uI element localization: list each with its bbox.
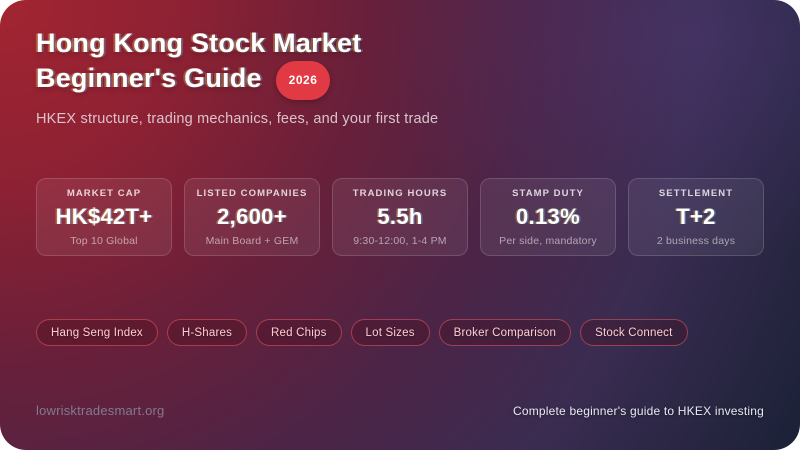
- stat-label: SETTLEMENT: [658, 187, 734, 199]
- stat-card-trading-hours: TRADING HOURS 5.5h 9:30-12:00, 1-4 PM: [332, 178, 468, 256]
- topic-tags-row: Hang Seng Index H-Shares Red Chips Lot S…: [36, 319, 688, 346]
- stat-label: MARKET CAP: [66, 187, 142, 199]
- page-title-line1: Hong Kong Stock Market: [36, 28, 362, 58]
- tag-h-shares[interactable]: H-Shares: [166, 319, 248, 346]
- stat-value: 5.5h: [377, 203, 423, 229]
- footer-tagline: Complete beginner's guide to HKEX invest…: [512, 403, 764, 418]
- stat-card-listed-companies: LISTED COMPANIES 2,600+ Main Board + GEM: [184, 178, 320, 256]
- stat-value: 2,600+: [217, 203, 287, 229]
- page-title: Hong Kong Stock Market Beginner's Guide …: [36, 28, 438, 100]
- footer: lowrisktradesmart.org Complete beginner'…: [36, 403, 764, 418]
- year-badge: 2026: [275, 61, 331, 100]
- site-name: lowrisktradesmart.org: [36, 403, 165, 418]
- stats-row: MARKET CAP HK$42T+ Top 10 Global LISTED …: [36, 178, 764, 256]
- stat-subtext: 2 business days: [656, 234, 736, 247]
- page-title-line2-row: Beginner's Guide 2026: [36, 59, 438, 100]
- stat-value: HK$42T+: [55, 203, 153, 229]
- page-subtitle: HKEX structure, trading mechanics, fees,…: [36, 111, 439, 127]
- stat-subtext: Per side, mandatory: [499, 234, 597, 247]
- stat-value: T+2: [676, 203, 716, 229]
- stat-label: TRADING HOURS: [352, 187, 448, 199]
- stat-subtext: Main Board + GEM: [205, 234, 299, 247]
- stat-label: LISTED COMPANIES: [196, 187, 308, 199]
- tag-stock-connect[interactable]: Stock Connect: [580, 319, 688, 346]
- stat-label: STAMP DUTY: [512, 187, 584, 199]
- stat-card-stamp-duty: STAMP DUTY 0.13% Per side, mandatory: [480, 178, 616, 256]
- stat-subtext: 9:30-12:00, 1-4 PM: [353, 234, 447, 247]
- tag-hang-seng-index[interactable]: Hang Seng Index: [36, 319, 158, 346]
- stat-value: 0.13%: [516, 203, 580, 229]
- hero-section: Hong Kong Stock Market Beginner's Guide …: [36, 28, 438, 127]
- tag-red-chips[interactable]: Red Chips: [256, 319, 342, 346]
- tag-lot-sizes[interactable]: Lot Sizes: [350, 319, 430, 346]
- stat-card-market-cap: MARKET CAP HK$42T+ Top 10 Global: [36, 178, 172, 256]
- page-title-line2: Beginner's Guide: [36, 63, 262, 93]
- stat-subtext: Top 10 Global: [70, 234, 138, 247]
- stat-card-settlement: SETTLEMENT T+2 2 business days: [628, 178, 764, 256]
- tag-broker-comparison[interactable]: Broker Comparison: [438, 319, 572, 346]
